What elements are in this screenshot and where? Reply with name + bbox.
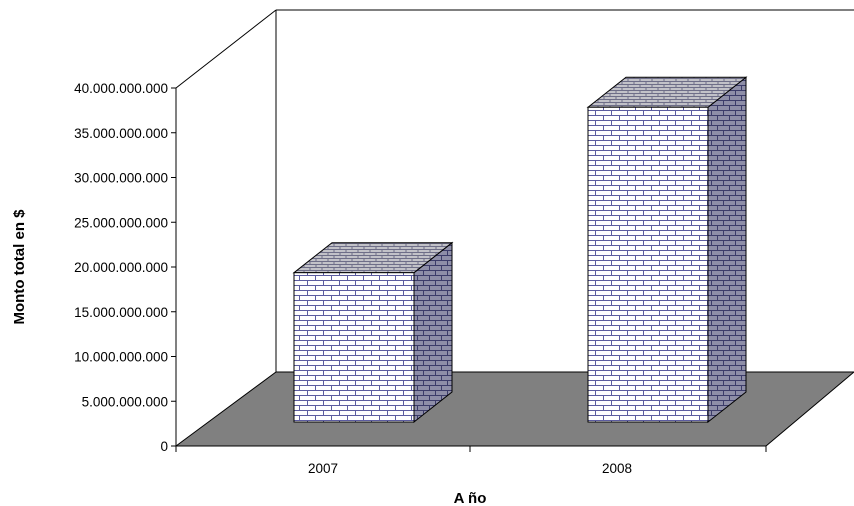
y-axis-title: Monto total en $: [11, 209, 28, 325]
bar-front-face: [293, 272, 415, 423]
x-axis: [175, 445, 767, 452]
y-tick-label: 5.000.000.000: [82, 394, 168, 409]
bar-front-face: [587, 106, 709, 423]
bar-side-face: [413, 241, 453, 424]
bar-2008: [586, 76, 748, 424]
y-tick-label: 30.000.000.000: [74, 171, 168, 186]
y-tick-label: 40.000.000.000: [74, 81, 168, 96]
chart-floor: [174, 371, 854, 447]
y-tick-label: 0: [160, 439, 168, 454]
x-tick-labels: 2007 2008: [308, 461, 632, 476]
y-axis: 0 5.000.000.000 10.000.000.000 15.000.000.0…: [74, 81, 177, 454]
x-tick-label: 2008: [602, 461, 632, 476]
y-tick-label: 20.000.000.000: [74, 260, 168, 275]
y-tick-label: 10.000.000.000: [74, 350, 168, 365]
x-axis-title: A ño: [454, 490, 487, 506]
y-tick-label: 25.000.000.000: [74, 215, 168, 230]
bar-side-face: [707, 76, 747, 424]
bars: [292, 76, 748, 424]
bar-2007: [292, 241, 454, 424]
y-tick-label: 35.000.000.000: [74, 126, 168, 141]
y-tick-label: 15.000.000.000: [74, 305, 168, 320]
x-tick-label: 2007: [308, 461, 338, 476]
